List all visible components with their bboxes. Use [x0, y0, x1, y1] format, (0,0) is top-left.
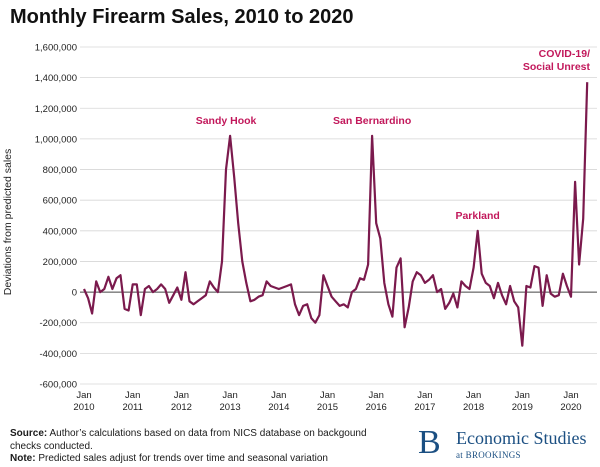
x-tick-label: 2013: [220, 402, 241, 413]
x-tick-label: Jan: [271, 390, 286, 401]
brand-letter: B: [418, 424, 441, 461]
y-tick-label: 1,200,000: [35, 104, 77, 115]
y-tick-label: 1,400,000: [35, 73, 77, 84]
annotations: Sandy Hook San Bernardino Parkland COVID-19…: [196, 48, 591, 222]
x-tick-label: Jan: [369, 390, 384, 401]
x-tick-label: Jan: [515, 390, 530, 401]
y-tick-label: 400,000: [43, 226, 77, 237]
x-tick-label: 2019: [512, 402, 533, 413]
brand-name: Economic Studies: [456, 428, 587, 448]
x-tick-label: Jan: [125, 390, 140, 401]
note-label: Note:: [10, 453, 36, 464]
annotation-label: Sandy Hook: [196, 115, 257, 127]
annotation-label: San Bernardino: [333, 115, 411, 127]
y-axis-label: Deviations from predicted sales: [2, 149, 14, 295]
x-tick-label: 2015: [317, 402, 338, 413]
x-tick-label: Jan: [174, 390, 189, 401]
line-chart: -600,000 -400,000 -200,000 0 200,000 400,000 6…: [2, 43, 597, 413]
x-tick-label: 2017: [414, 402, 435, 413]
x-tick-label: Jan: [563, 390, 578, 401]
x-tick-label: 2010: [73, 402, 94, 413]
y-tick-label: 0: [72, 288, 77, 299]
gridlines: [80, 46, 597, 385]
x-tick-label: 2014: [268, 402, 289, 413]
y-tick-label: 1,000,000: [35, 134, 77, 145]
x-tick-label: Jan: [222, 390, 237, 401]
chart-footer: Source: Author’s calculations based on d…: [10, 428, 390, 466]
chart-title: Monthly Firearm Sales, 2010 to 2020: [10, 6, 354, 28]
y-tick-label: -600,000: [39, 380, 77, 391]
x-tick-label: 2016: [366, 402, 387, 413]
y-tick-label: -400,000: [39, 349, 77, 360]
x-tick-label: 2011: [122, 402, 142, 413]
y-axis-ticks: -600,000 -400,000 -200,000 0 200,000 400,000 6…: [35, 43, 77, 391]
annotation-label: Social Unrest: [523, 61, 591, 73]
x-tick-label: 2018: [463, 402, 484, 413]
note-text: Predicted sales adjust for trends over t…: [35, 453, 328, 464]
x-tick-label: 2012: [171, 402, 192, 413]
x-tick-label: 2020: [560, 402, 581, 413]
x-axis-ticks: Jan2010Jan2011Jan2012Jan2013Jan2014Jan20…: [73, 390, 581, 413]
source-text: Author’s calculations based on data from…: [10, 428, 367, 452]
y-tick-label: 200,000: [43, 257, 77, 268]
series-line: [82, 82, 589, 347]
y-tick-label: 600,000: [43, 196, 77, 207]
x-tick-label: Jan: [320, 390, 335, 401]
x-tick-label: Jan: [417, 390, 432, 401]
method-note: Note: Predicted sales adjust for trends …: [10, 453, 390, 466]
y-tick-label: 1,600,000: [35, 43, 77, 54]
source-label: Source:: [10, 428, 48, 439]
annotation-label: COVID-19/: [539, 48, 590, 60]
x-tick-label: Jan: [76, 390, 91, 401]
source-note: Source: Author’s calculations based on d…: [10, 428, 390, 453]
annotation-label: Parkland: [455, 210, 499, 222]
y-tick-label: 800,000: [43, 165, 77, 176]
y-tick-label: -200,000: [39, 318, 77, 329]
brand-subtitle: at BROOKINGS: [456, 450, 521, 460]
x-tick-label: Jan: [466, 390, 481, 401]
